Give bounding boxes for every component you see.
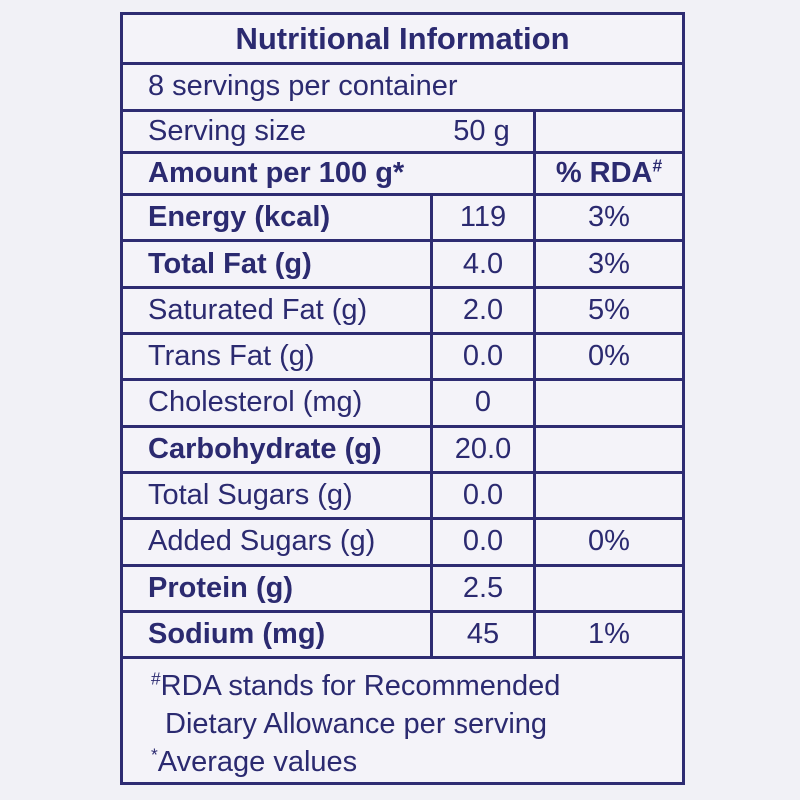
nutrient-label: Total Fat (g) (120, 239, 433, 289)
nutrient-amount: 119 (430, 193, 536, 243)
nutrient-amount: 0.0 (430, 470, 536, 521)
nutrient-label: Carbohydrate (g) (120, 424, 433, 474)
nutrient-amount: 2.5 (430, 563, 536, 613)
table-row-total-fat: Total Fat (g) 4.0 3% (120, 239, 686, 289)
amount-per-100g-header: Amount per 100 g* (120, 150, 536, 197)
nutrient-label: Protein (g) (120, 563, 433, 613)
asterisk-superscript: * (151, 744, 158, 765)
servings-row: 8 servings per container (119, 62, 686, 112)
nutrient-label: Saturated Fat (g) (120, 285, 433, 336)
nutrient-rda: 5% (532, 285, 686, 336)
nutrient-label: Energy (kcal) (120, 193, 433, 243)
servings-per-container-text: 8 servings per container (119, 62, 686, 112)
table-row-added-sugars: Added Sugars (g) 0.0 0% (120, 517, 686, 567)
rda-header: % RDA# (532, 150, 686, 197)
footnote-rda-line1: #RDA stands for Recommended (151, 668, 561, 703)
nutrient-rda (532, 470, 686, 521)
rda-hash-superscript: # (652, 155, 663, 176)
footnotes-row: #RDA stands for Recommended Dietary Allo… (119, 656, 686, 785)
serving-size-empty-cell (532, 108, 686, 154)
hash-superscript: # (151, 668, 161, 689)
table-row-saturated-fat: Saturated Fat (g) 2.0 5% (120, 285, 686, 336)
page-title: Nutritional Information (119, 11, 686, 66)
table-row-energy: Energy (kcal) 119 3% (120, 193, 686, 243)
column-header-row: Amount per 100 g* % RDA# (120, 150, 686, 197)
nutrient-amount: 0.0 (430, 517, 536, 567)
nutrient-amount: 2.0 (430, 285, 536, 336)
nutrient-label: Sodium (mg) (120, 609, 433, 660)
serving-size-value: 50 g (453, 114, 510, 147)
nutrient-label: Trans Fat (g) (120, 332, 433, 382)
nutrient-label: Cholesterol (mg) (120, 378, 433, 428)
footnote-rda-line2: Dietary Allowance per serving (165, 708, 548, 741)
nutrient-rda: 1% (532, 609, 686, 660)
serving-size-row: Serving size 50 g (120, 108, 686, 154)
table-row-carbohydrate: Carbohydrate (g) 20.0 (120, 424, 686, 474)
nutrient-amount: 20.0 (430, 424, 536, 474)
nutrient-rda (532, 378, 686, 428)
nutrient-rda: 3% (532, 193, 686, 243)
nutrition-table: Nutritional Information 8 servings per c… (119, 11, 686, 785)
nutrient-amount: 45 (430, 609, 536, 660)
nutrient-rda: 0% (532, 517, 686, 567)
nutrient-amount: 0 (430, 378, 536, 428)
nutrient-amount: 0.0 (430, 332, 536, 382)
nutrient-rda (532, 563, 686, 613)
nutrient-rda: 3% (532, 239, 686, 289)
nutrition-facts-label: Nutritional Information 8 servings per c… (119, 11, 686, 785)
nutrient-label: Total Sugars (g) (120, 470, 433, 521)
table-row-cholesterol: Cholesterol (mg) 0 (120, 378, 686, 428)
table-row-protein: Protein (g) 2.5 (120, 563, 686, 613)
nutrient-rda: 0% (532, 332, 686, 382)
serving-size-label: Serving size (148, 114, 306, 147)
nutrient-label: Added Sugars (g) (120, 517, 433, 567)
footnote-average-values: *Average values (151, 744, 358, 779)
table-row-sodium: Sodium (mg) 45 1% (120, 609, 686, 660)
table-row-total-sugars: Total Sugars (g) 0.0 (120, 470, 686, 521)
table-row-trans-fat: Trans Fat (g) 0.0 0% (120, 332, 686, 382)
nutrient-amount: 4.0 (430, 239, 536, 289)
nutrient-rda (532, 424, 686, 474)
table-title-row: Nutritional Information (119, 11, 686, 66)
